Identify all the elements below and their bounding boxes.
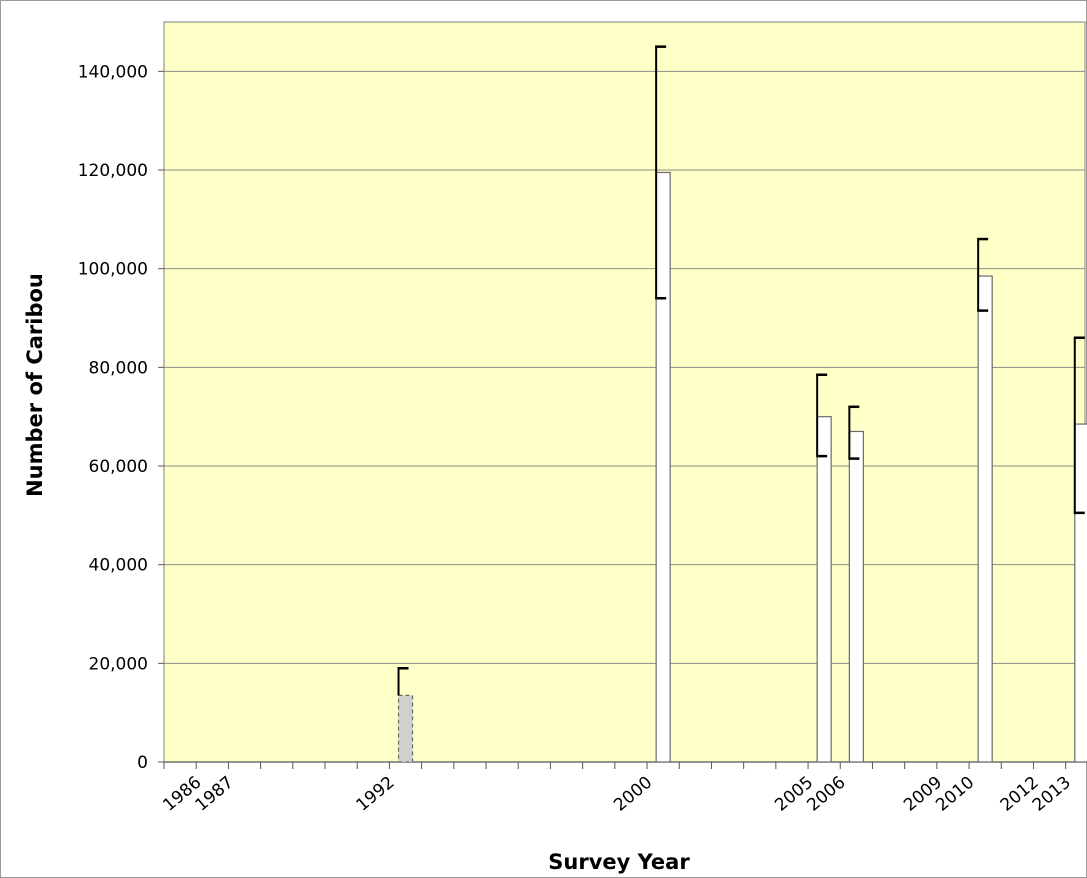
x-tick-label: 1987 [192, 773, 238, 816]
y-tick-label: 120,000 [78, 161, 148, 181]
x-tick-label: 1992 [353, 773, 399, 816]
bar [1074, 423, 1087, 763]
bar [655, 171, 671, 763]
y-tick-label: 80,000 [89, 358, 148, 378]
bar [977, 275, 993, 763]
y-tick-label: 100,000 [78, 260, 148, 280]
bar [848, 430, 864, 763]
y-axis-title: Number of Caribou [23, 273, 47, 497]
x-tick-label: 2013 [1029, 773, 1075, 816]
y-tick-label: 40,000 [89, 556, 148, 576]
y-tick-label: 20,000 [89, 654, 148, 674]
y-tick-label: 0 [137, 753, 148, 773]
plot-area [163, 21, 1086, 763]
x-tick-label: 2010 [932, 773, 978, 816]
x-tick-label: 2000 [610, 773, 656, 816]
y-tick-label: 60,000 [89, 457, 148, 477]
plot-layer: 0 20,000 40,000 60,000 80,000 100,000 120,000 1… [78, 21, 1087, 816]
x-tick-label: 2006 [803, 773, 849, 816]
bar [397, 694, 414, 763]
bar [816, 416, 832, 763]
x-axis-title: Survey Year [548, 850, 690, 874]
y-tick-label: 140,000 [78, 62, 148, 82]
